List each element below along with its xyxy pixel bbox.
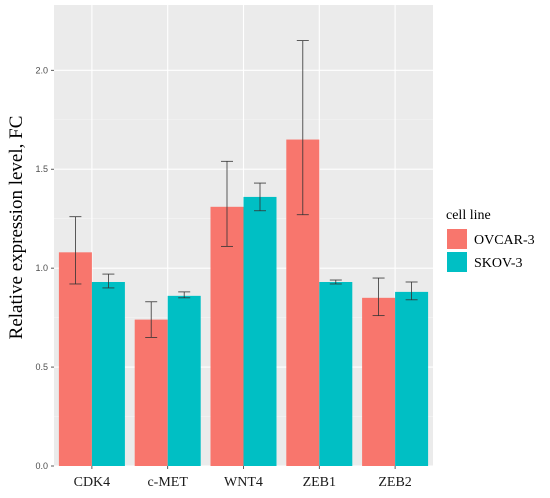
x-tick-label: WNT4 (224, 475, 263, 490)
y-tick-label: 0.0 (35, 461, 48, 471)
x-tick-label: c-MET (147, 475, 188, 490)
error-bar (145, 301, 158, 338)
y-tick-label: 1.5 (35, 164, 48, 174)
error-bar (405, 281, 418, 301)
y-axis-title: Relative expression level, FC (6, 116, 27, 340)
x-tick-label: ZEB1 (303, 475, 336, 490)
bar (362, 297, 396, 466)
error-bar (102, 273, 115, 289)
legend-swatch (447, 252, 467, 272)
error-bars (69, 40, 418, 338)
x-axis-ticks: CDK4 c-MET WNT4 ZEB1 ZEB2 (74, 466, 412, 490)
legend-title: cell line (446, 208, 491, 223)
y-axis-ticks: 0.0 0.5 1.0 1.5 2.0 (35, 65, 54, 471)
y-tick-label: 2.0 (35, 65, 48, 75)
legend-label: SKOV-3 (474, 256, 523, 271)
y-tick-label: 0.5 (35, 362, 48, 372)
legend-label: OVCAR-3 (474, 233, 535, 248)
x-tick-label: ZEB2 (378, 475, 411, 490)
error-bar (69, 216, 82, 285)
error-bar (221, 160, 233, 247)
bars (58, 139, 429, 466)
error-bar (329, 279, 342, 285)
bar (395, 291, 429, 466)
error-bar (178, 291, 191, 299)
bar (134, 319, 168, 466)
bar (167, 295, 201, 466)
error-bar (296, 40, 309, 216)
bar (210, 206, 244, 466)
bar (58, 252, 92, 466)
bar (319, 281, 353, 466)
error-bar (372, 277, 385, 317)
x-tick-label: CDK4 (74, 475, 111, 490)
bar (243, 196, 277, 466)
bar (91, 281, 125, 466)
y-tick-label: 1.0 (35, 263, 48, 273)
legend-swatch (447, 229, 467, 249)
error-bar (254, 182, 266, 212)
legend: cell line OVCAR-3 SKOV-3 (446, 208, 535, 272)
